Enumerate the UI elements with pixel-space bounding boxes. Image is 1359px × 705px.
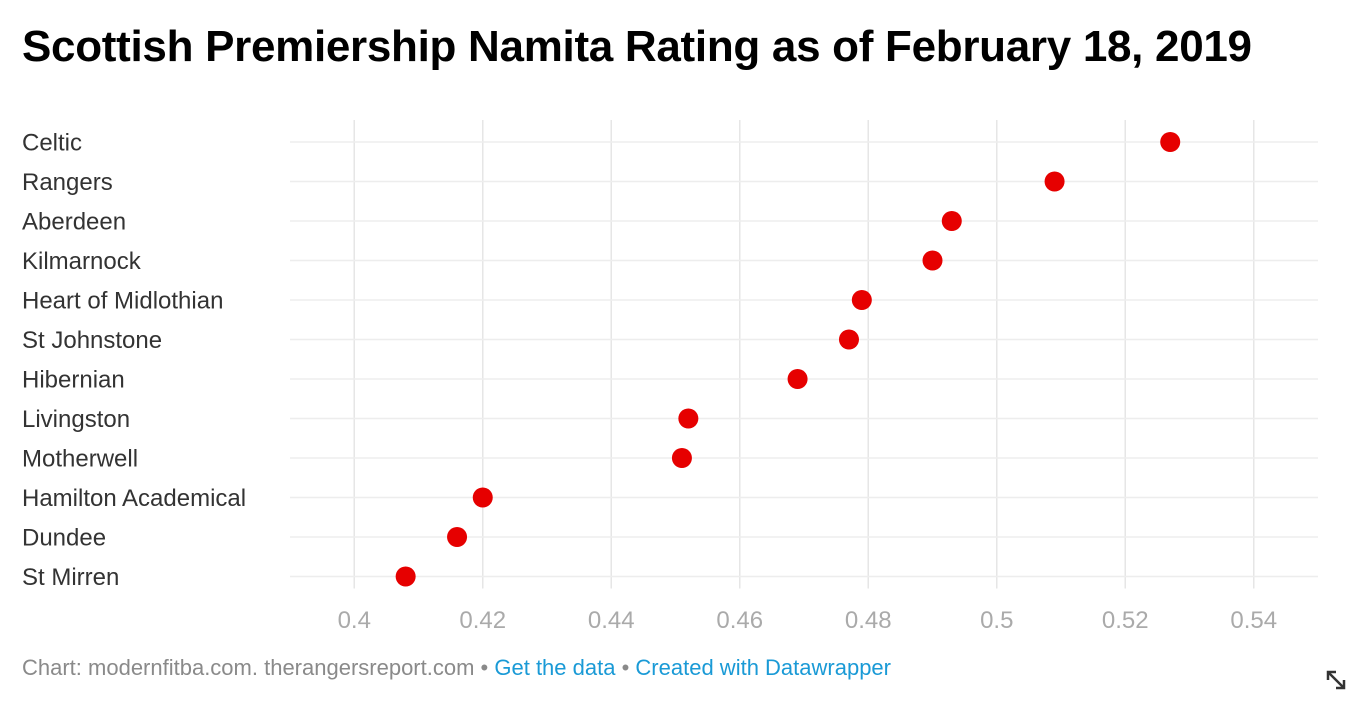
data-point <box>472 487 493 508</box>
data-point <box>787 369 808 389</box>
x-tick-label: 0.54 <box>1230 607 1277 634</box>
x-tick-label: 0.48 <box>845 607 892 634</box>
category-label: Hibernian <box>22 366 125 393</box>
category-label: St Johnstone <box>22 327 162 354</box>
data-points <box>395 132 1181 587</box>
category-label: Kilmarnock <box>22 248 142 275</box>
x-tick-label: 0.44 <box>588 607 635 634</box>
x-tick-label: 0.42 <box>459 607 506 634</box>
category-label: Motherwell <box>22 445 138 472</box>
category-labels: Celtic Rangers Aberdeen Kilmarnock Heart of … <box>22 129 246 591</box>
x-tick-label: 0.5 <box>980 607 1013 634</box>
x-tick-label: 0.52 <box>1102 607 1149 634</box>
x-tick-label: 0.4 <box>338 607 371 634</box>
data-point <box>1160 132 1181 152</box>
resize-icon[interactable] <box>1322 666 1350 694</box>
category-label: Rangers <box>22 169 113 196</box>
get-data-link[interactable]: Get the data <box>494 655 616 680</box>
data-point <box>922 250 943 271</box>
data-point <box>941 211 962 231</box>
source-text: Chart: modernfitba.com. therangersreport… <box>22 655 475 680</box>
data-point <box>838 329 859 350</box>
category-label: Heart of Midlothian <box>22 287 223 314</box>
footer-separator: • <box>480 655 489 680</box>
data-point <box>671 448 692 468</box>
x-tick-label: 0.46 <box>716 607 763 634</box>
category-label: St Mirren <box>22 564 119 591</box>
footer-separator: • <box>621 655 630 680</box>
data-point <box>678 408 699 429</box>
x-axis-ticks: 0.4 0.42 0.44 0.46 0.48 0.5 0.52 0.54 <box>338 607 1278 634</box>
category-label: Aberdeen <box>22 208 126 235</box>
data-point <box>395 566 416 587</box>
chart-title: Scottish Premiership Namita Rating as of… <box>22 22 1252 71</box>
category-label: Celtic <box>22 129 82 156</box>
datawrapper-link[interactable]: Created with Datawrapper <box>635 655 891 680</box>
grid-layer <box>290 120 1318 589</box>
category-label: Hamilton Academical <box>22 485 246 512</box>
category-label: Livingston <box>22 406 130 433</box>
data-point <box>1044 171 1065 192</box>
category-label: Dundee <box>22 524 106 551</box>
data-point <box>447 527 468 547</box>
footer: Chart: modernfitba.com. therangersreport… <box>22 655 891 681</box>
data-point <box>851 290 872 310</box>
